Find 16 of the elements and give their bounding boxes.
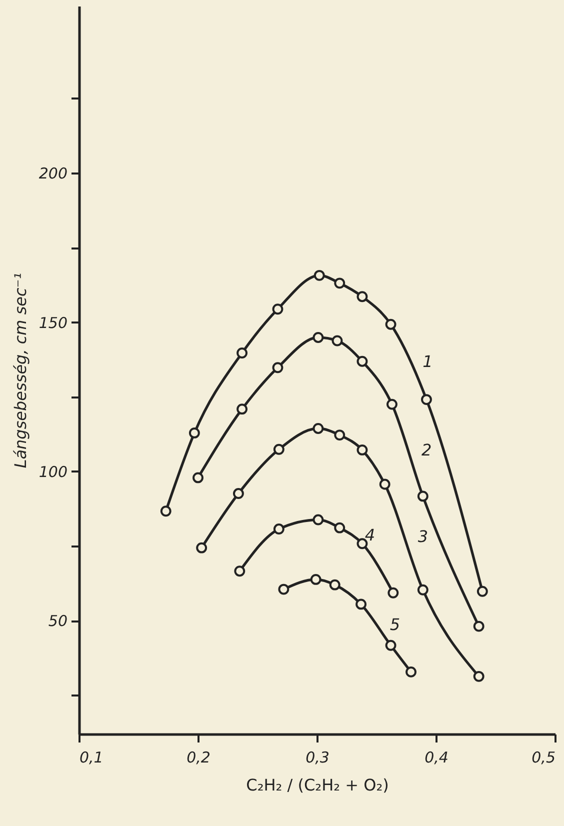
x-tick-label: 0,4 (424, 748, 448, 766)
x-tick-label: 0,2 (186, 748, 210, 766)
y-tick-label: 200 (38, 164, 68, 183)
series-label: 4 (364, 526, 376, 545)
y-tick-label: 50 (48, 612, 68, 630)
x-tick-label: 0,1 (80, 748, 104, 766)
x-axis-title: C₂H₂ / (C₂H₂ + O₂) (246, 776, 389, 794)
series-label: 5 (390, 614, 400, 634)
series-label: 1 (422, 352, 433, 371)
series-label: 3 (418, 527, 428, 546)
x-tick-label: 0,3 (306, 748, 330, 766)
y-tick-label: 100 (38, 462, 68, 481)
x-tick-label: 0,5 (532, 748, 556, 766)
series-label: 2 (421, 440, 432, 460)
y-axis-title: Lángsebesség, cm sec⁻¹ (10, 272, 30, 468)
y-tick-label: 150 (38, 314, 68, 332)
